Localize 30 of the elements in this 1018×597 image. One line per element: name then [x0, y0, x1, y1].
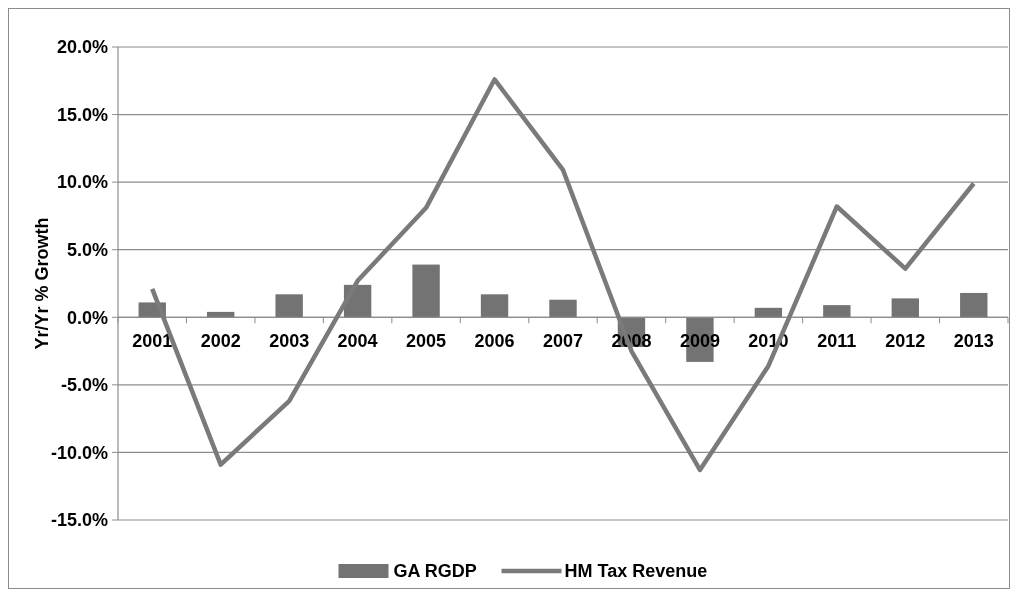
bar: [823, 305, 851, 318]
x-tick-label: 2007: [542, 331, 584, 352]
y-tick-label: 10.0%: [56, 172, 108, 193]
y-tick-label: 5.0%: [66, 240, 108, 261]
bar: [275, 294, 303, 318]
legend-label: HM Tax Revenue: [564, 561, 708, 582]
x-tick-label: 2005: [406, 331, 447, 352]
bar: [891, 298, 919, 318]
x-tick-label: 2006: [474, 331, 515, 352]
x-tick-label: 2004: [337, 331, 378, 352]
bar: [960, 292, 988, 318]
x-tick-label: 2013: [953, 331, 994, 352]
legend-label: GA RGDP: [393, 561, 477, 582]
bar: [480, 294, 509, 318]
bar: [412, 264, 440, 318]
y-tick-label: -15.0%: [50, 510, 108, 531]
y-tick-label: 20.0%: [56, 37, 108, 58]
x-tick-label: 2011: [817, 331, 857, 352]
y-tick-label: 0.0%: [66, 307, 108, 328]
y-tick-label: 15.0%: [56, 104, 108, 125]
x-tick-label: 2002: [200, 331, 241, 352]
y-axis-title: Yr/Yr % Growth: [32, 217, 52, 350]
bar: [549, 299, 577, 318]
y-tick-label: -5.0%: [60, 375, 108, 396]
bar: [754, 307, 783, 318]
bar: [207, 311, 235, 318]
x-tick-label: 2012: [885, 331, 926, 352]
x-tick-label: 2003: [269, 331, 310, 352]
y-tick-label: -10.0%: [50, 442, 108, 463]
x-tick-label: 2001: [132, 331, 173, 352]
